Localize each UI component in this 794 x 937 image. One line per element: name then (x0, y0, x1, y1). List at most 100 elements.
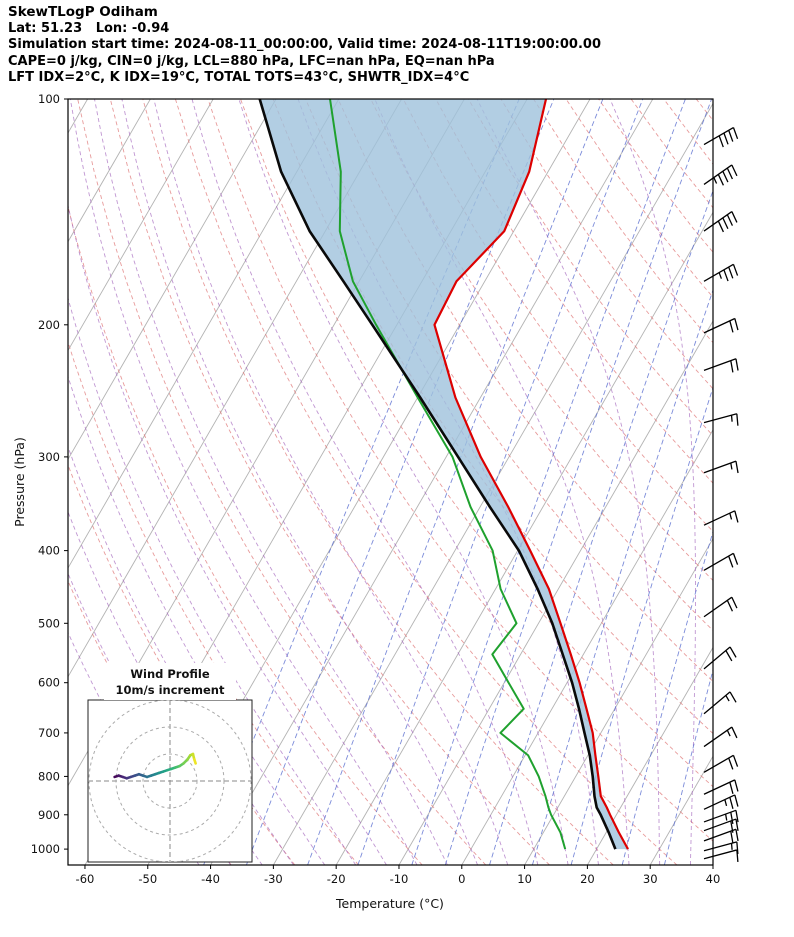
wind-barb (703, 691, 737, 715)
barb-full-feather (732, 127, 739, 140)
barb-full-feather (735, 829, 739, 842)
barb-full-feather (731, 596, 738, 609)
barb-full-feather (730, 812, 734, 825)
dry-adiabat-line (142, 99, 614, 865)
plot-border (67, 98, 714, 866)
isotherm-line (587, 646, 713, 865)
y-axis-label: Pressure (hPa) (12, 437, 27, 527)
wind-barb (703, 828, 739, 844)
dry-adiabat-line (729, 99, 794, 865)
barb-full-feather (722, 171, 729, 183)
y-tick-label: 500 (38, 616, 60, 630)
wind-barb (703, 552, 739, 571)
wind-barb (703, 126, 739, 148)
x-tick-label: -20 (327, 872, 346, 886)
barb-full-feather (734, 318, 739, 331)
wind-barb (703, 460, 739, 474)
dry-adiabat-line (695, 99, 713, 122)
isotherm-line (68, 99, 277, 461)
barb-full-feather (731, 726, 738, 739)
mixing-ratio-line (411, 99, 686, 865)
dry-adiabat-line (207, 99, 713, 842)
isotherm-line (68, 99, 214, 352)
dry-adiabat-line (370, 99, 713, 582)
barb-full-feather (729, 691, 737, 703)
barb-full-feather (735, 461, 739, 474)
plot-area (68, 99, 794, 865)
moist-adiabat-line (121, 99, 479, 865)
barb-full-feather (717, 174, 724, 186)
barb-staff (703, 726, 733, 748)
hodograph-trace-segment (193, 758, 197, 765)
dry-adiabat-line (272, 99, 713, 735)
header-indices-2: LFT IDX=2°C, K IDX=19°C, TOTAL TOTS=43°C… (8, 70, 470, 85)
wind-barb (703, 794, 739, 810)
y-tick-label: 300 (38, 450, 60, 464)
barb-half-feather (718, 272, 722, 279)
dry-adiabat-line (174, 99, 678, 865)
barb-full-feather (729, 646, 737, 658)
moist-adiabat-line (238, 99, 569, 865)
barb-half-feather (713, 177, 718, 184)
dry-adiabat-line (77, 99, 487, 865)
moist-adiabat-line (94, 99, 448, 865)
barb-half-feather (730, 462, 733, 470)
dry-adiabat-line (468, 99, 713, 437)
mixing-ratio-line (444, 99, 713, 865)
y-tick-label: 1000 (31, 842, 60, 856)
barb-full-feather (732, 264, 739, 276)
isotherm-line (398, 320, 713, 865)
barb-full-feather (723, 269, 729, 282)
wind-barb (703, 263, 739, 282)
header-location: Lat: 51.23 Lon: -0.94 (8, 20, 170, 36)
dry-adiabat-line (565, 99, 713, 298)
x-tick-label: 30 (643, 872, 658, 886)
hodograph-subtitle: 10m/s increment (116, 683, 225, 697)
x-tick-label: -30 (264, 872, 283, 886)
barb-full-feather (723, 132, 729, 145)
hodograph-title: Wind Profile (130, 667, 210, 681)
moist-adiabat-line (69, 99, 418, 865)
barb-full-feather (734, 510, 739, 523)
barb-half-feather (726, 729, 731, 737)
x-tick-label: -60 (76, 872, 95, 886)
wind-barb (703, 358, 739, 373)
isotherm-line (68, 99, 340, 569)
wind-barb (703, 726, 738, 748)
temperature-curve (433, 99, 629, 850)
barb-full-feather (729, 320, 734, 333)
barb-full-feather (736, 849, 739, 862)
isotherm-line (524, 537, 713, 865)
barb-full-feather (731, 164, 738, 177)
barb-full-feather (717, 220, 724, 233)
barb-staff (703, 794, 736, 810)
moist-adiabat-line (609, 99, 696, 865)
dewpoint-curve (329, 99, 567, 850)
x-axis-label: Temperature (°C) (335, 896, 444, 911)
y-tick-label: 600 (38, 676, 60, 690)
hodograph-title-backing (104, 663, 236, 700)
dry-adiabat-line (240, 99, 713, 788)
isotherm-line (68, 99, 151, 243)
barb-half-feather (730, 415, 733, 422)
wind-barb (703, 211, 738, 233)
barb-half-feather (729, 512, 733, 520)
barb-staff (703, 849, 738, 860)
hodograph-inset (87, 699, 253, 863)
isotherm-line (461, 428, 713, 865)
x-tick-label: 20 (580, 872, 595, 886)
wind-barb (703, 596, 738, 618)
moist-adiabat-line (374, 99, 630, 865)
x-tick-label: -40 (201, 872, 220, 886)
barb-staff (703, 596, 733, 618)
mixing-ratio-line (307, 99, 604, 865)
wind-barb (703, 646, 737, 670)
barb-full-feather (730, 830, 734, 844)
wind-barbs (703, 126, 739, 862)
mixing-ratio-line (489, 189, 713, 865)
dry-adiabat-line (500, 99, 713, 390)
wind-barb (703, 317, 739, 334)
